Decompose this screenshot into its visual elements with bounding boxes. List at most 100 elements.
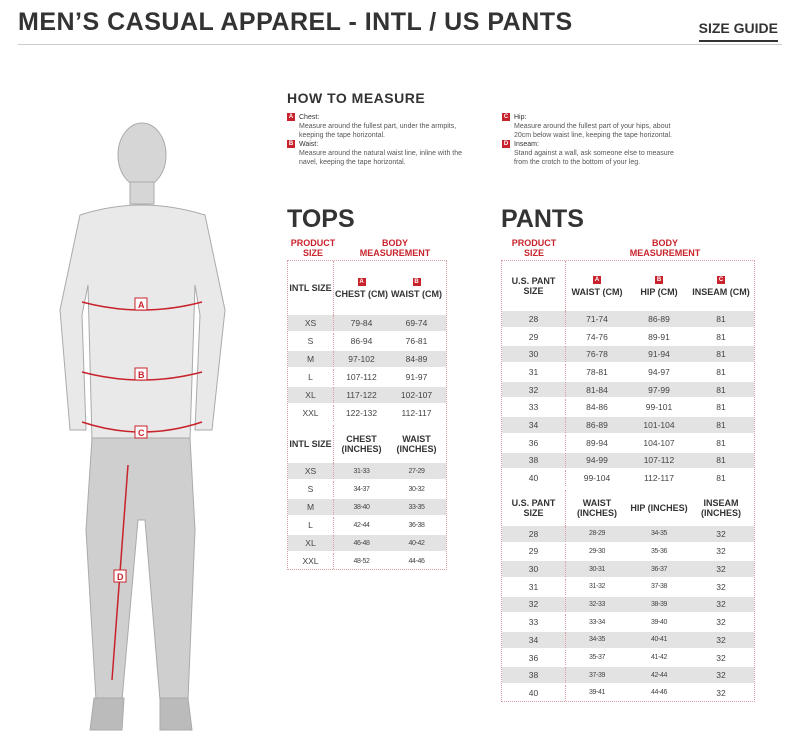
pants-product-size-header: PRODUCT SIZE [511, 238, 557, 258]
badge-c: C [502, 113, 510, 122]
table-row: 30 76-78 91-94 81 [502, 346, 754, 363]
table-cell: 101-104 [643, 419, 675, 430]
header-label: INSEAM (INCHES) [701, 497, 741, 518]
table-cell: 31-32 [589, 583, 605, 591]
table-cell: 30 [502, 561, 566, 577]
table-cell: 48-52 [353, 557, 370, 565]
table-cell: M [288, 351, 334, 367]
table-cell: 33-35 [408, 503, 425, 511]
table-row: 32 32-33 38-39 32 [502, 596, 754, 613]
table-row: 28 28-29 34-35 32 [502, 525, 754, 542]
pants-cm-header-cell: U.S. PANT SIZE [502, 261, 566, 311]
pants-inches-header-row: U.S. PANT SIZE WAIST (INCHES) HIP (INCHES)… [502, 489, 754, 526]
figure-label-c: C [138, 428, 145, 438]
tops-inches-header-cell: INTL SIZE [288, 425, 334, 463]
table-cell: 86-94 [350, 336, 373, 346]
table-cell: 112-117 [401, 408, 432, 418]
figure-neck [129, 181, 155, 205]
table-cell: 102-107 [400, 390, 433, 400]
table-row: 31 31-32 37-38 32 [502, 578, 754, 595]
table-cell: 89-94 [586, 437, 608, 448]
table-row: 36 89-94 104-107 81 [502, 434, 754, 451]
table-cell: 81 [716, 402, 726, 413]
table-cell: 81 [716, 313, 726, 324]
table-cell: 37-39 [589, 671, 605, 679]
table-row: M 38-40 33-35 [288, 499, 446, 515]
tops-title: TOPS [287, 205, 355, 233]
table-cell: 46-48 [353, 539, 370, 547]
badge-d: D [502, 140, 510, 149]
table-cell: 32 [716, 634, 726, 645]
table-cell: 36 [502, 649, 566, 666]
table-cell: 112-117 [644, 473, 674, 484]
table-row: XXL 48-52 44-46 [288, 553, 446, 569]
table-cell: 81 [716, 419, 726, 430]
table-cell: S [288, 481, 334, 497]
table-row: XXL 122-132 112-117 [288, 405, 446, 421]
table-cell: L [288, 369, 334, 385]
pants-body-measurement-header: BODY MEASUREMENT [629, 238, 701, 258]
table-row: L 107-112 91-97 [288, 369, 446, 385]
pants-inches-header-cell: HIP (INCHES) [628, 490, 690, 526]
tops-cm-header-cell: A CHEST (CM) [334, 261, 389, 315]
header-label: CHEST (CM) [335, 288, 388, 299]
table-cell: XS [288, 463, 334, 479]
table-row: 34 86-89 101-104 81 [502, 417, 754, 433]
tops-table: INTL SIZE A CHEST (CM) B WAIST (CM) XS 79-84 69… [287, 260, 447, 570]
table-cell: 42-44 [353, 521, 370, 529]
table-cell: 32 [502, 596, 566, 613]
table-cell: 40-42 [408, 539, 425, 547]
tops-inches-header-cell: CHEST (INCHES) [334, 425, 389, 463]
table-row: 38 37-39 42-44 32 [502, 667, 754, 684]
table-cell: 27-29 [408, 467, 425, 475]
header-label: INTL SIZE [289, 439, 332, 449]
page-title: MEN’S CASUAL APPAREL - INTL / US PANTS [18, 8, 573, 36]
header-label: HIP (INCHES) [630, 502, 688, 513]
table-cell: 36 [502, 434, 566, 451]
table-cell: 91-97 [405, 372, 428, 382]
table-cell: 74-76 [586, 331, 608, 342]
table-cell: 79-84 [350, 318, 373, 328]
table-row: 38 94-99 107-112 81 [502, 452, 754, 469]
table-cell: 36-37 [651, 565, 667, 573]
table-cell: 33-34 [589, 618, 605, 626]
label-b-box [134, 367, 148, 381]
table-cell: 30 [502, 346, 566, 363]
table-cell: 34 [502, 632, 566, 648]
table-cell: 39-41 [589, 689, 605, 697]
table-row: XS 79-84 69-74 [288, 315, 446, 331]
table-cell: 40 [502, 685, 566, 701]
term-chest: Chest: [299, 114, 320, 121]
figure-head [117, 122, 167, 188]
table-cell: 81-84 [586, 384, 608, 395]
size-guide-link[interactable]: SIZE GUIDE [698, 20, 778, 42]
term-waist: Waist: [299, 141, 319, 148]
table-cell: 89-91 [648, 331, 670, 342]
pants-cm-header-cell: A WAIST (CM) [566, 261, 628, 311]
pants-cm-header-cell: C INSEAM (CM) [690, 261, 752, 311]
table-cell: 36-38 [408, 521, 425, 529]
table-cell: 29 [502, 543, 566, 560]
table-cell: 40 [502, 470, 566, 486]
table-cell: XXL [288, 405, 334, 421]
table-cell: 33 [502, 399, 566, 416]
table-cell: 35-37 [589, 654, 605, 662]
table-row: 34 34-35 40-41 32 [502, 632, 754, 648]
table-cell: 38 [502, 452, 566, 469]
table-cell: 33 [502, 614, 566, 630]
header-label: WAIST (CM) [571, 286, 623, 297]
table-cell: 34-35 [589, 636, 605, 644]
desc-hip: Measure around the fullest part of your … [514, 123, 672, 139]
pants-table: U.S. PANT SIZE A WAIST (CM) B HIP (CM) C INSEA… [501, 260, 755, 702]
header-label: U.S. PANT SIZE [511, 276, 556, 296]
desc-inseam: Stand against a wall, ask someone else t… [514, 150, 674, 166]
table-cell: 84-86 [586, 402, 608, 413]
header-label: INTL SIZE [289, 283, 332, 293]
badge-b: B [287, 140, 295, 149]
table-row: 31 78-81 94-97 81 [502, 364, 754, 380]
pants-cm-header-cell: B HIP (CM) [628, 261, 690, 311]
table-cell: 38-40 [353, 503, 370, 511]
table-cell: 32 [716, 581, 726, 592]
how-to-measure-section: HOW TO MEASURE A Chest: Measure around th… [287, 90, 687, 167]
table-cell: 94-99 [586, 455, 608, 466]
